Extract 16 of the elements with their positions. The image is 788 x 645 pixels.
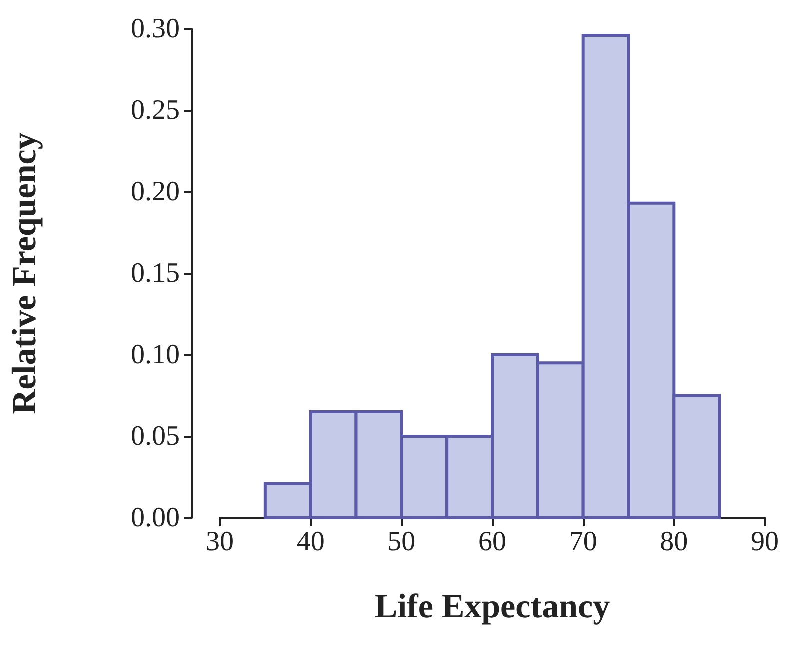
- y-tick-label: 0.05: [131, 421, 180, 452]
- x-tick-label: 80: [660, 526, 688, 558]
- y-tick-label: 0.10: [131, 340, 180, 370]
- x-tick-label: 70: [569, 526, 598, 558]
- x-tick-label: 40: [296, 526, 325, 558]
- x-tick-label: 50: [388, 526, 416, 558]
- x-axis-title: Life Expectancy: [374, 588, 610, 626]
- y-tick-label: 0.20: [131, 176, 180, 208]
- x-tick-label: 90: [751, 526, 779, 558]
- y-tick-label: 0.25: [131, 95, 180, 126]
- x-tick-label: 60: [478, 526, 506, 558]
- x-tick-label: 30: [206, 526, 234, 558]
- y-tick-label: 0.30: [131, 14, 180, 44]
- y-axis-title: Relative Frequency: [6, 132, 44, 414]
- y-tick-label: 0.15: [131, 258, 180, 289]
- y-tick-label: 0.00: [131, 502, 180, 534]
